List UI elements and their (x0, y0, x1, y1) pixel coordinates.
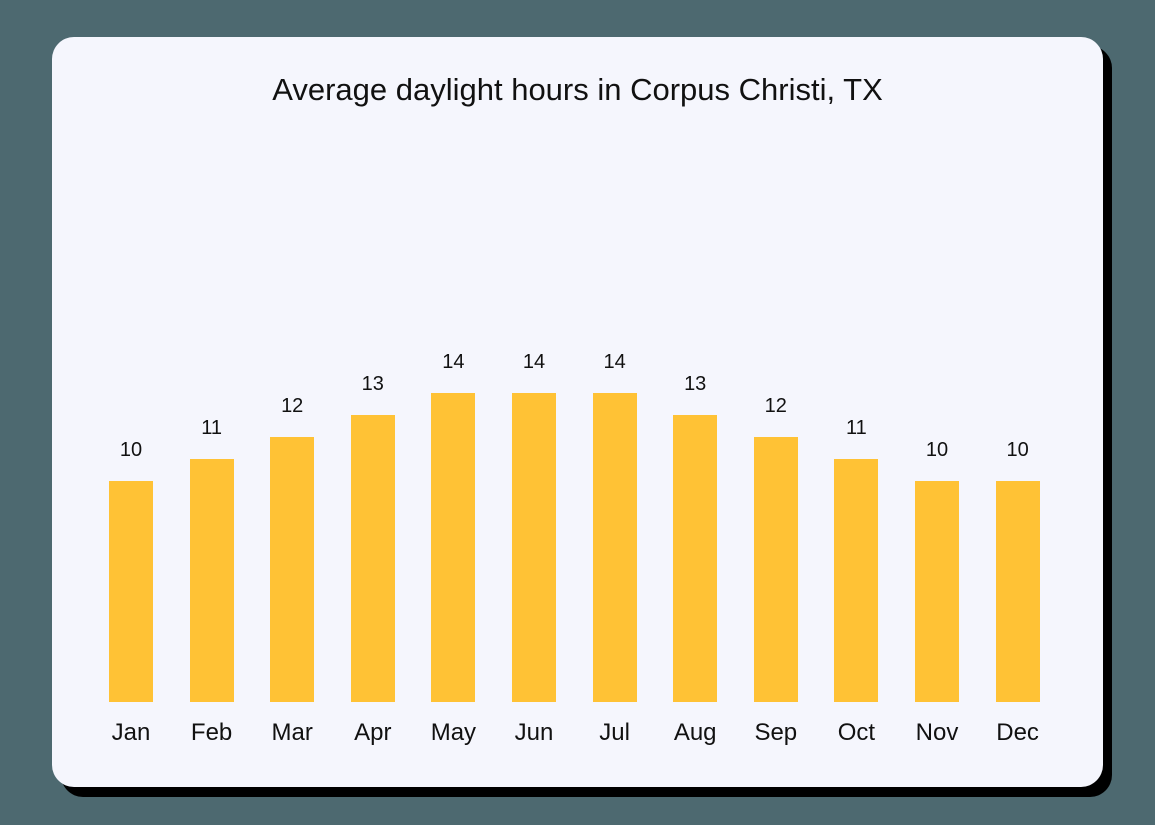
x-tick-apr: Apr (354, 719, 392, 746)
bar-apr (350, 414, 395, 702)
value-label-aug: 13 (684, 372, 707, 395)
bar-jan (109, 481, 153, 702)
bar-may (431, 392, 476, 702)
value-label-apr: 13 (361, 372, 384, 395)
value-label-dec: 10 (1006, 439, 1029, 461)
bar-jun (512, 392, 556, 702)
bar-oct (834, 458, 879, 702)
x-tick-feb: Feb (190, 719, 233, 746)
value-label-may: 14 (442, 350, 465, 373)
chart-title: Average daylight hours in Corpus Christi… (272, 72, 883, 107)
x-tick-dec: Dec (996, 719, 1039, 746)
value-label-jun: 14 (522, 350, 546, 373)
bar-mar (270, 436, 315, 702)
value-label-mar: 12 (281, 394, 304, 417)
bar-nov (915, 481, 959, 702)
value-label-jan: 10 (119, 439, 143, 461)
value-label-jul: 14 (603, 350, 626, 373)
x-tick-jul: Jul (599, 719, 630, 746)
bar-dec (995, 481, 1040, 702)
bar-aug (673, 414, 718, 702)
value-label-nov: 10 (925, 439, 949, 461)
x-tick-jun: Jun (514, 719, 554, 746)
bar-jul (592, 392, 637, 702)
x-tick-nov: Nov (915, 719, 959, 746)
x-tick-oct: Oct (837, 719, 876, 746)
value-label-feb: 11 (201, 416, 222, 439)
x-tick-may: May (430, 719, 477, 746)
value-label-oct: 11 (846, 416, 867, 439)
x-tick-jan: Jan (111, 719, 151, 746)
x-tick-sep: Sep (754, 719, 798, 746)
x-tick-aug: Aug (673, 719, 717, 746)
value-label-sep: 12 (764, 394, 787, 417)
x-tick-mar: Mar (271, 719, 313, 746)
bar-sep (753, 436, 798, 702)
bar-feb (189, 458, 234, 702)
